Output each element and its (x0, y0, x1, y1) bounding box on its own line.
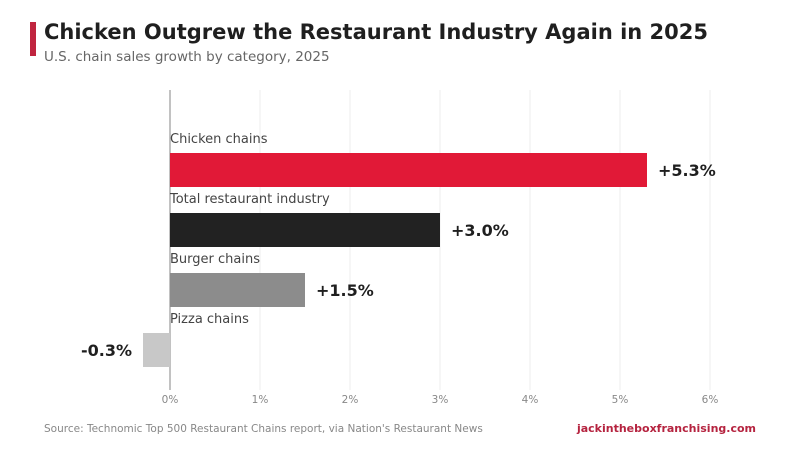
bar (143, 333, 170, 367)
x-tick-label: 0% (162, 394, 179, 406)
x-tick-label: 6% (702, 394, 719, 406)
x-tick-label: 3% (432, 394, 449, 406)
source-note: Source: Technomic Top 500 Restaurant Cha… (44, 423, 483, 435)
value-label: -0.3% (81, 341, 132, 360)
x-tick-label: 1% (252, 394, 269, 406)
chart-title: Chicken Outgrew the Restaurant Industry … (44, 20, 709, 44)
value-label: +1.5% (316, 281, 374, 300)
category-label: Chicken chains (170, 132, 268, 147)
bar (170, 213, 440, 247)
value-label: +3.0% (451, 221, 509, 240)
bars (143, 153, 647, 367)
category-label: Pizza chains (170, 312, 249, 327)
x-tick-label: 5% (612, 394, 629, 406)
value-label: +5.3% (658, 161, 716, 180)
bar (170, 273, 305, 307)
title-accent-bar (30, 22, 36, 56)
category-label: Burger chains (170, 252, 260, 267)
chart-subtitle: U.S. chain sales growth by category, 202… (44, 49, 330, 65)
site-link[interactable]: jackintheboxfranchising.com (576, 422, 756, 435)
labels: 0% 1% 2% 3% 4% 5% 6% Chicken chains +5.3% Total r… (81, 132, 718, 406)
x-tick-label: 2% (342, 394, 359, 406)
bar (170, 153, 647, 187)
category-label: Total restaurant industry (169, 192, 330, 207)
x-tick-label: 4% (522, 394, 539, 406)
